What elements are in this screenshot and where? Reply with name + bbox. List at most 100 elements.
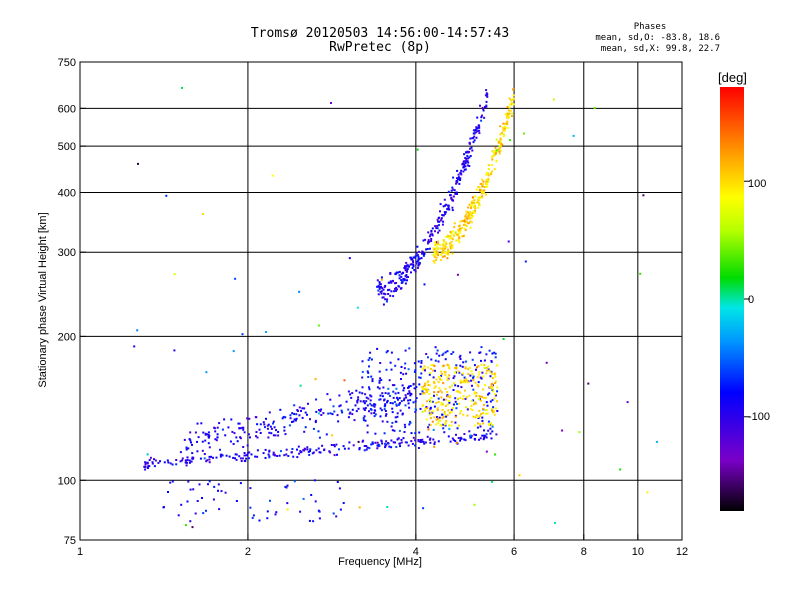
data-point-1014 xyxy=(429,372,432,375)
data-point-173 xyxy=(394,441,397,444)
data-point-885 xyxy=(469,407,472,410)
data-point-1343 xyxy=(421,252,424,255)
data-point-1510 xyxy=(508,106,511,109)
data-point-343 xyxy=(283,429,286,432)
data-point-89 xyxy=(317,447,320,450)
data-point-152 xyxy=(243,454,246,457)
data-point-593 xyxy=(418,383,421,386)
data-point-811 xyxy=(471,409,474,411)
data-point-492 xyxy=(383,405,386,408)
data-point-90 xyxy=(407,444,410,447)
data-point-1439 xyxy=(489,173,492,176)
data-point-861 xyxy=(442,382,445,385)
data-point-1170 xyxy=(437,220,440,223)
data-point-1197 xyxy=(457,173,460,176)
data-point-86 xyxy=(268,450,271,453)
data-point-241 xyxy=(330,444,333,446)
data-point-153 xyxy=(221,454,224,457)
data-point-752 xyxy=(403,387,406,390)
data-point-48 xyxy=(184,459,187,462)
data-point-584 xyxy=(455,364,458,367)
data-point-716 xyxy=(469,374,472,377)
data-point-407 xyxy=(191,443,193,446)
data-point-197 xyxy=(348,441,351,444)
data-point-1591 xyxy=(480,196,483,199)
data-point-1595 xyxy=(485,181,488,183)
data-point-971 xyxy=(480,363,483,366)
data-point-943 xyxy=(438,419,441,422)
data-point-906 xyxy=(435,418,438,421)
data-point-614 xyxy=(370,412,373,415)
data-point-1021 xyxy=(437,417,439,420)
data-point-800 xyxy=(427,384,430,386)
data-point-454 xyxy=(201,449,204,452)
data-point-1685 xyxy=(217,483,220,486)
data-point-375 xyxy=(383,408,386,411)
data-point-214 xyxy=(234,457,236,460)
data-point-509 xyxy=(369,402,372,405)
data-point-1525 xyxy=(487,177,490,180)
data-point-862 xyxy=(478,371,481,374)
data-point-128 xyxy=(291,448,294,450)
data-point-1559 xyxy=(479,196,482,199)
data-point-399 xyxy=(329,412,332,415)
data-point-1198 xyxy=(449,194,452,197)
data-point-1412 xyxy=(466,217,469,220)
data-point-1416 xyxy=(490,172,492,174)
data-point-465 xyxy=(283,426,286,429)
data-point-488 xyxy=(314,419,317,422)
data-point-432 xyxy=(402,389,405,392)
data-point-1478 xyxy=(458,231,461,234)
data-point-435 xyxy=(379,415,382,418)
data-point-80 xyxy=(212,456,214,459)
data-point-1031 xyxy=(473,403,475,406)
data-point-790 xyxy=(458,402,461,405)
data-point-263 xyxy=(369,399,372,402)
data-point-195 xyxy=(386,442,389,444)
data-point-301 xyxy=(356,401,359,404)
data-point-161 xyxy=(429,441,432,444)
data-point-0 xyxy=(374,441,377,444)
data-point-704 xyxy=(434,359,437,362)
data-point-271 xyxy=(351,413,354,416)
data-point-1663 xyxy=(507,116,510,119)
data-point-15 xyxy=(228,455,231,458)
data-point-874 xyxy=(447,400,450,402)
grid-lines xyxy=(80,62,682,540)
data-point-453 xyxy=(216,436,219,439)
data-point-502 xyxy=(301,407,304,410)
data-point-583 xyxy=(489,375,492,378)
data-point-1002 xyxy=(475,392,478,395)
data-point-1682 xyxy=(186,500,189,503)
data-point-663 xyxy=(397,358,400,361)
data-point-245 xyxy=(154,459,157,462)
data-point-96 xyxy=(422,440,425,443)
data-point-748 xyxy=(389,402,392,404)
data-point-434 xyxy=(189,431,192,434)
data-point-1741 xyxy=(201,213,204,215)
data-point-1310 xyxy=(429,233,432,236)
data-point-601 xyxy=(471,358,474,361)
data-point-110 xyxy=(380,439,383,442)
data-point-1161 xyxy=(427,231,430,234)
data-point-1543 xyxy=(435,250,438,253)
data-point-542 xyxy=(407,399,410,402)
data-point-155 xyxy=(323,449,326,452)
data-point-1023 xyxy=(496,400,498,403)
data-point-105 xyxy=(473,437,476,440)
data-point-515 xyxy=(363,415,366,418)
data-point-106 xyxy=(169,462,172,465)
data-point-1750 xyxy=(545,361,548,364)
data-point-1666 xyxy=(495,159,498,162)
data-point-731 xyxy=(380,379,383,381)
data-point-322 xyxy=(368,410,370,413)
data-point-1697 xyxy=(208,480,211,483)
data-point-458 xyxy=(216,433,219,436)
data-point-61 xyxy=(309,448,312,451)
data-point-500 xyxy=(191,452,194,455)
data-point-1670 xyxy=(435,256,438,259)
data-point-1688 xyxy=(293,480,296,483)
data-point-959 xyxy=(442,364,445,367)
data-point-522 xyxy=(367,376,370,378)
data-point-76 xyxy=(426,435,429,438)
